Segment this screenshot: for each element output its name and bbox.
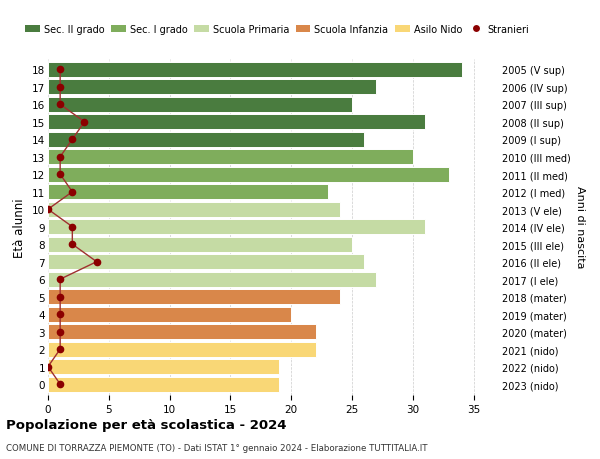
Text: COMUNE DI TORRAZZA PIEMONTE (TO) - Dati ISTAT 1° gennaio 2024 - Elaborazione TUT: COMUNE DI TORRAZZA PIEMONTE (TO) - Dati … bbox=[6, 443, 427, 452]
Bar bbox=[48, 342, 316, 357]
Bar bbox=[48, 80, 376, 95]
Bar bbox=[48, 133, 364, 147]
Legend: Sec. II grado, Sec. I grado, Scuola Primaria, Scuola Infanzia, Asilo Nido, Stran: Sec. II grado, Sec. I grado, Scuola Prim… bbox=[22, 21, 533, 39]
Bar bbox=[48, 98, 352, 112]
Bar bbox=[48, 307, 291, 322]
Y-axis label: Anni di nascita: Anni di nascita bbox=[575, 186, 585, 269]
Text: Popolazione per età scolastica - 2024: Popolazione per età scolastica - 2024 bbox=[6, 418, 287, 431]
Bar bbox=[48, 220, 425, 235]
Bar bbox=[48, 185, 328, 200]
Bar bbox=[48, 255, 364, 269]
Bar bbox=[48, 237, 352, 252]
Bar bbox=[48, 168, 449, 182]
Bar bbox=[48, 377, 279, 392]
Bar bbox=[48, 115, 425, 130]
Bar bbox=[48, 202, 340, 217]
Bar bbox=[48, 359, 279, 374]
Bar bbox=[48, 325, 316, 339]
Bar bbox=[48, 290, 340, 304]
Bar bbox=[48, 150, 413, 165]
Y-axis label: Età alunni: Età alunni bbox=[13, 197, 26, 257]
Bar bbox=[48, 63, 461, 78]
Bar bbox=[48, 272, 376, 287]
